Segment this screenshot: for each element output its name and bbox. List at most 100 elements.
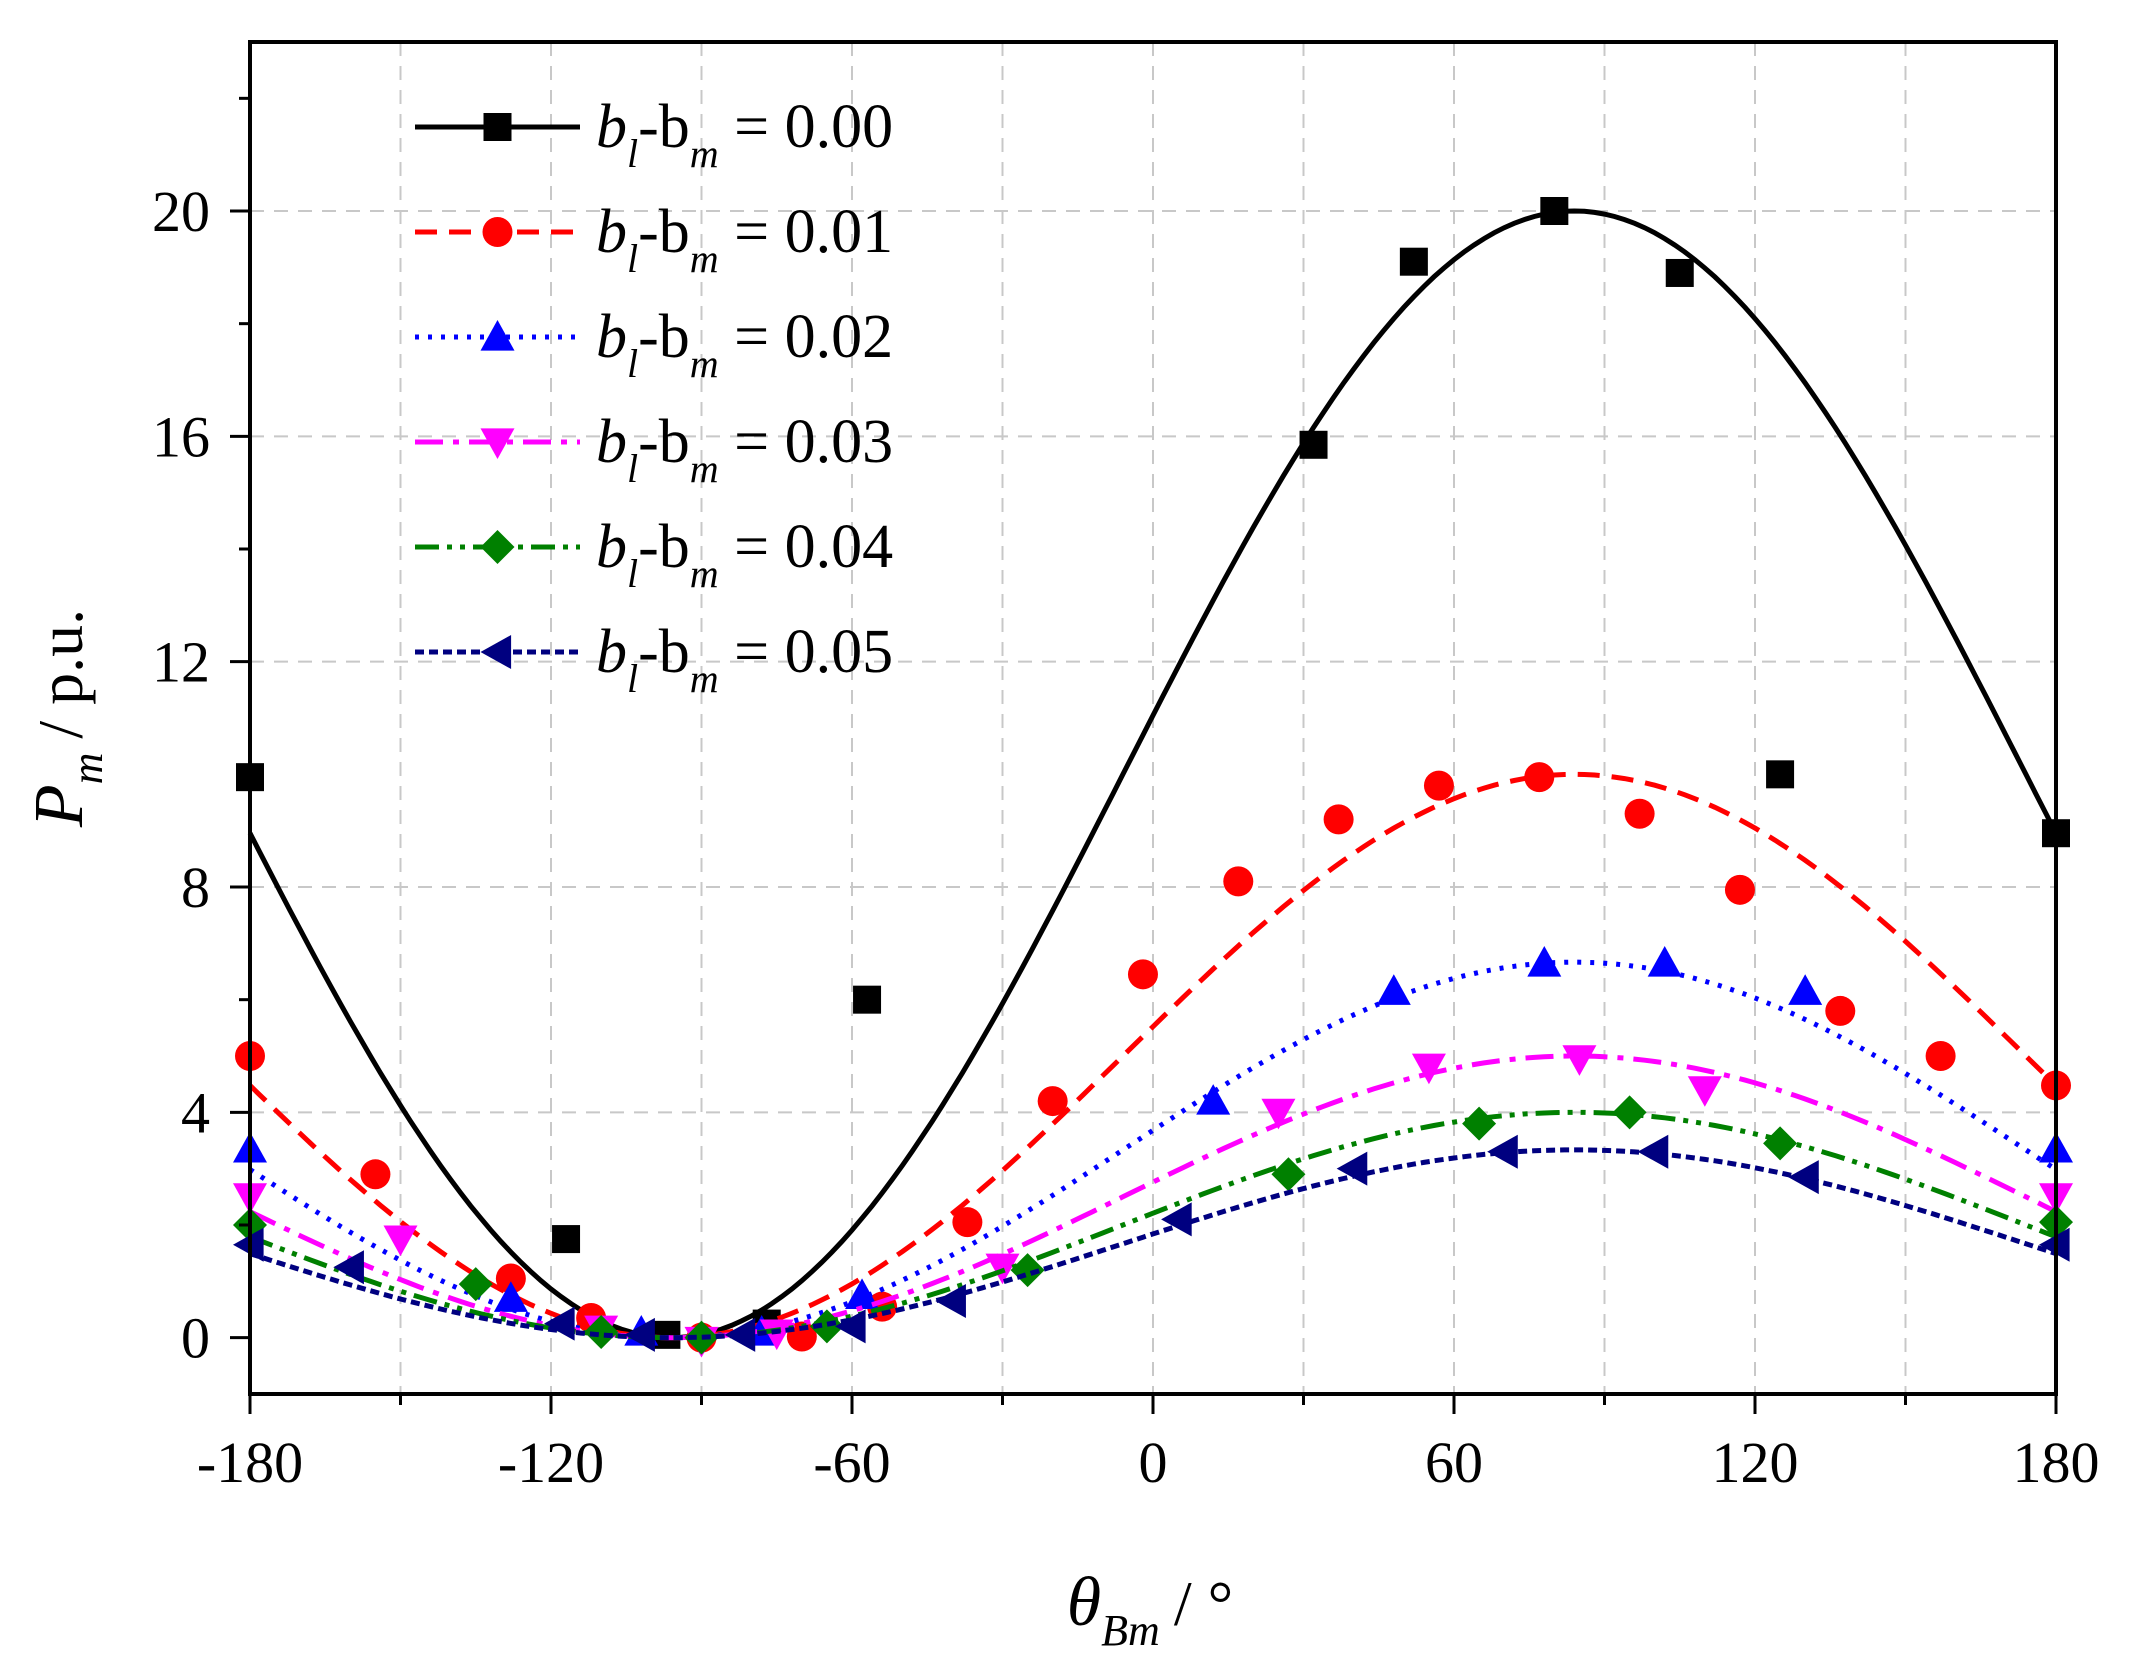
series-line bbox=[247, 208, 2059, 1341]
x-tick-label: -60 bbox=[813, 1430, 890, 1495]
data-point bbox=[1161, 1202, 1192, 1237]
legend-item: bl-bm = 0.01 bbox=[415, 198, 893, 281]
grid bbox=[250, 42, 2056, 1394]
x-axis-title: θBm / ° bbox=[1067, 1564, 1233, 1655]
data-point bbox=[809, 1309, 844, 1344]
data-point bbox=[952, 1207, 983, 1238]
data-point bbox=[493, 1281, 528, 1312]
data-point bbox=[1261, 1098, 1296, 1130]
y-axis-unit: / p.u. bbox=[25, 609, 96, 739]
data-point bbox=[1487, 1134, 1518, 1169]
y-tick-label: 4 bbox=[181, 1080, 210, 1145]
data-point bbox=[1788, 1160, 1819, 1195]
legend-marker bbox=[483, 113, 512, 141]
data-point bbox=[333, 1250, 364, 1285]
data-point bbox=[1271, 1157, 1306, 1192]
legend-label: bl-bm = 0.03 bbox=[596, 408, 893, 491]
data-point bbox=[1540, 197, 1569, 225]
x-axis-unit: / ° bbox=[1174, 1568, 1233, 1639]
legend-label: bl-bm = 0.00 bbox=[596, 93, 893, 176]
legend-marker bbox=[480, 428, 515, 459]
data-point bbox=[1462, 1106, 1497, 1141]
series-4 bbox=[233, 1095, 2073, 1355]
series-line bbox=[249, 1109, 2057, 1341]
legend-label: bl-bm = 0.05 bbox=[596, 618, 893, 701]
data-point bbox=[383, 1225, 418, 1257]
data-point bbox=[1223, 866, 1254, 897]
data-point bbox=[1665, 258, 1694, 287]
data-point bbox=[1037, 1086, 1068, 1117]
axis-ticks: -180 -120 -60 0 60 120 180 0 4 8 12 16 20 bbox=[152, 96, 2100, 1495]
data-point bbox=[759, 1319, 794, 1351]
data-point bbox=[1336, 1151, 1368, 1186]
x-axis-symbol: θ bbox=[1067, 1564, 1101, 1641]
data-point bbox=[1687, 1076, 1722, 1107]
legend-item: bl-bm = 0.05 bbox=[415, 618, 893, 701]
data-point bbox=[853, 985, 882, 1014]
data-point bbox=[1127, 959, 1158, 990]
data-point bbox=[935, 1284, 966, 1319]
legend-label: bl-bm = 0.02 bbox=[596, 303, 893, 386]
data-point bbox=[1788, 974, 1823, 1005]
data-point bbox=[724, 1317, 756, 1352]
series-area bbox=[233, 197, 2073, 1358]
legend-item: bl-bm = 0.00 bbox=[415, 93, 893, 176]
legend-marker bbox=[480, 530, 515, 564]
x-tick-label: 0 bbox=[1139, 1430, 1168, 1495]
data-point bbox=[544, 1306, 575, 1341]
y-tick-label: 20 bbox=[152, 179, 210, 244]
y-axis-symbol: P bbox=[21, 784, 98, 828]
x-tick-label: -180 bbox=[197, 1430, 303, 1495]
data-point bbox=[1399, 247, 1428, 276]
data-point bbox=[1612, 1095, 1647, 1130]
data-point bbox=[684, 1320, 719, 1355]
data-point bbox=[1196, 1084, 1231, 1115]
data-point bbox=[1724, 874, 1755, 905]
series-line bbox=[248, 1053, 2058, 1341]
data-point bbox=[552, 1225, 581, 1254]
data-point bbox=[584, 1315, 619, 1350]
legend-item: bl-bm = 0.04 bbox=[415, 513, 893, 596]
legend-label: bl-bm = 0.01 bbox=[596, 198, 893, 281]
y-tick-label: 12 bbox=[152, 630, 210, 695]
data-point bbox=[1763, 1126, 1798, 1161]
legend-item: bl-bm = 0.03 bbox=[415, 408, 893, 491]
legend-marker bbox=[480, 635, 512, 669]
legend-marker bbox=[480, 320, 515, 351]
data-point bbox=[1647, 946, 1682, 977]
y-axis-subscript: m bbox=[63, 753, 112, 785]
data-point bbox=[1527, 946, 1562, 977]
data-point bbox=[495, 1263, 526, 1294]
x-tick-label: -120 bbox=[498, 1430, 604, 1495]
y-tick-label: 8 bbox=[181, 855, 210, 920]
legend: bl-bm = 0.00 bl-bm = 0.01 bl-bm = 0.02 bl-b… bbox=[415, 93, 893, 701]
data-point bbox=[458, 1267, 493, 1302]
data-point bbox=[624, 1317, 655, 1352]
data-point bbox=[1423, 770, 1454, 801]
x-tick-label: 180 bbox=[2013, 1430, 2100, 1495]
data-point bbox=[1825, 995, 1856, 1026]
data-point bbox=[1010, 1253, 1045, 1288]
data-point bbox=[1376, 974, 1411, 1005]
data-point bbox=[1411, 1053, 1446, 1085]
y-tick-label: 0 bbox=[181, 1306, 210, 1371]
x-axis-subscript: Bm bbox=[1101, 1606, 1160, 1655]
y-axis-title: Pm / p.u. bbox=[21, 609, 112, 828]
y-tick-label: 16 bbox=[152, 404, 210, 469]
series-line bbox=[249, 1147, 2057, 1341]
series-3 bbox=[233, 1045, 2073, 1358]
data-point bbox=[1323, 804, 1354, 835]
data-point bbox=[1925, 1041, 1956, 1071]
legend-label: bl-bm = 0.04 bbox=[596, 513, 893, 596]
x-tick-label: 60 bbox=[1425, 1430, 1483, 1495]
x-tick-label: 120 bbox=[1712, 1430, 1799, 1495]
data-point bbox=[1562, 1045, 1597, 1076]
data-point bbox=[1524, 762, 1555, 793]
data-point bbox=[1766, 760, 1795, 789]
series-line bbox=[248, 771, 2058, 1341]
data-point bbox=[1299, 430, 1328, 459]
series-5 bbox=[233, 1134, 2070, 1352]
data-point bbox=[360, 1159, 391, 1190]
legend-marker bbox=[482, 217, 513, 247]
